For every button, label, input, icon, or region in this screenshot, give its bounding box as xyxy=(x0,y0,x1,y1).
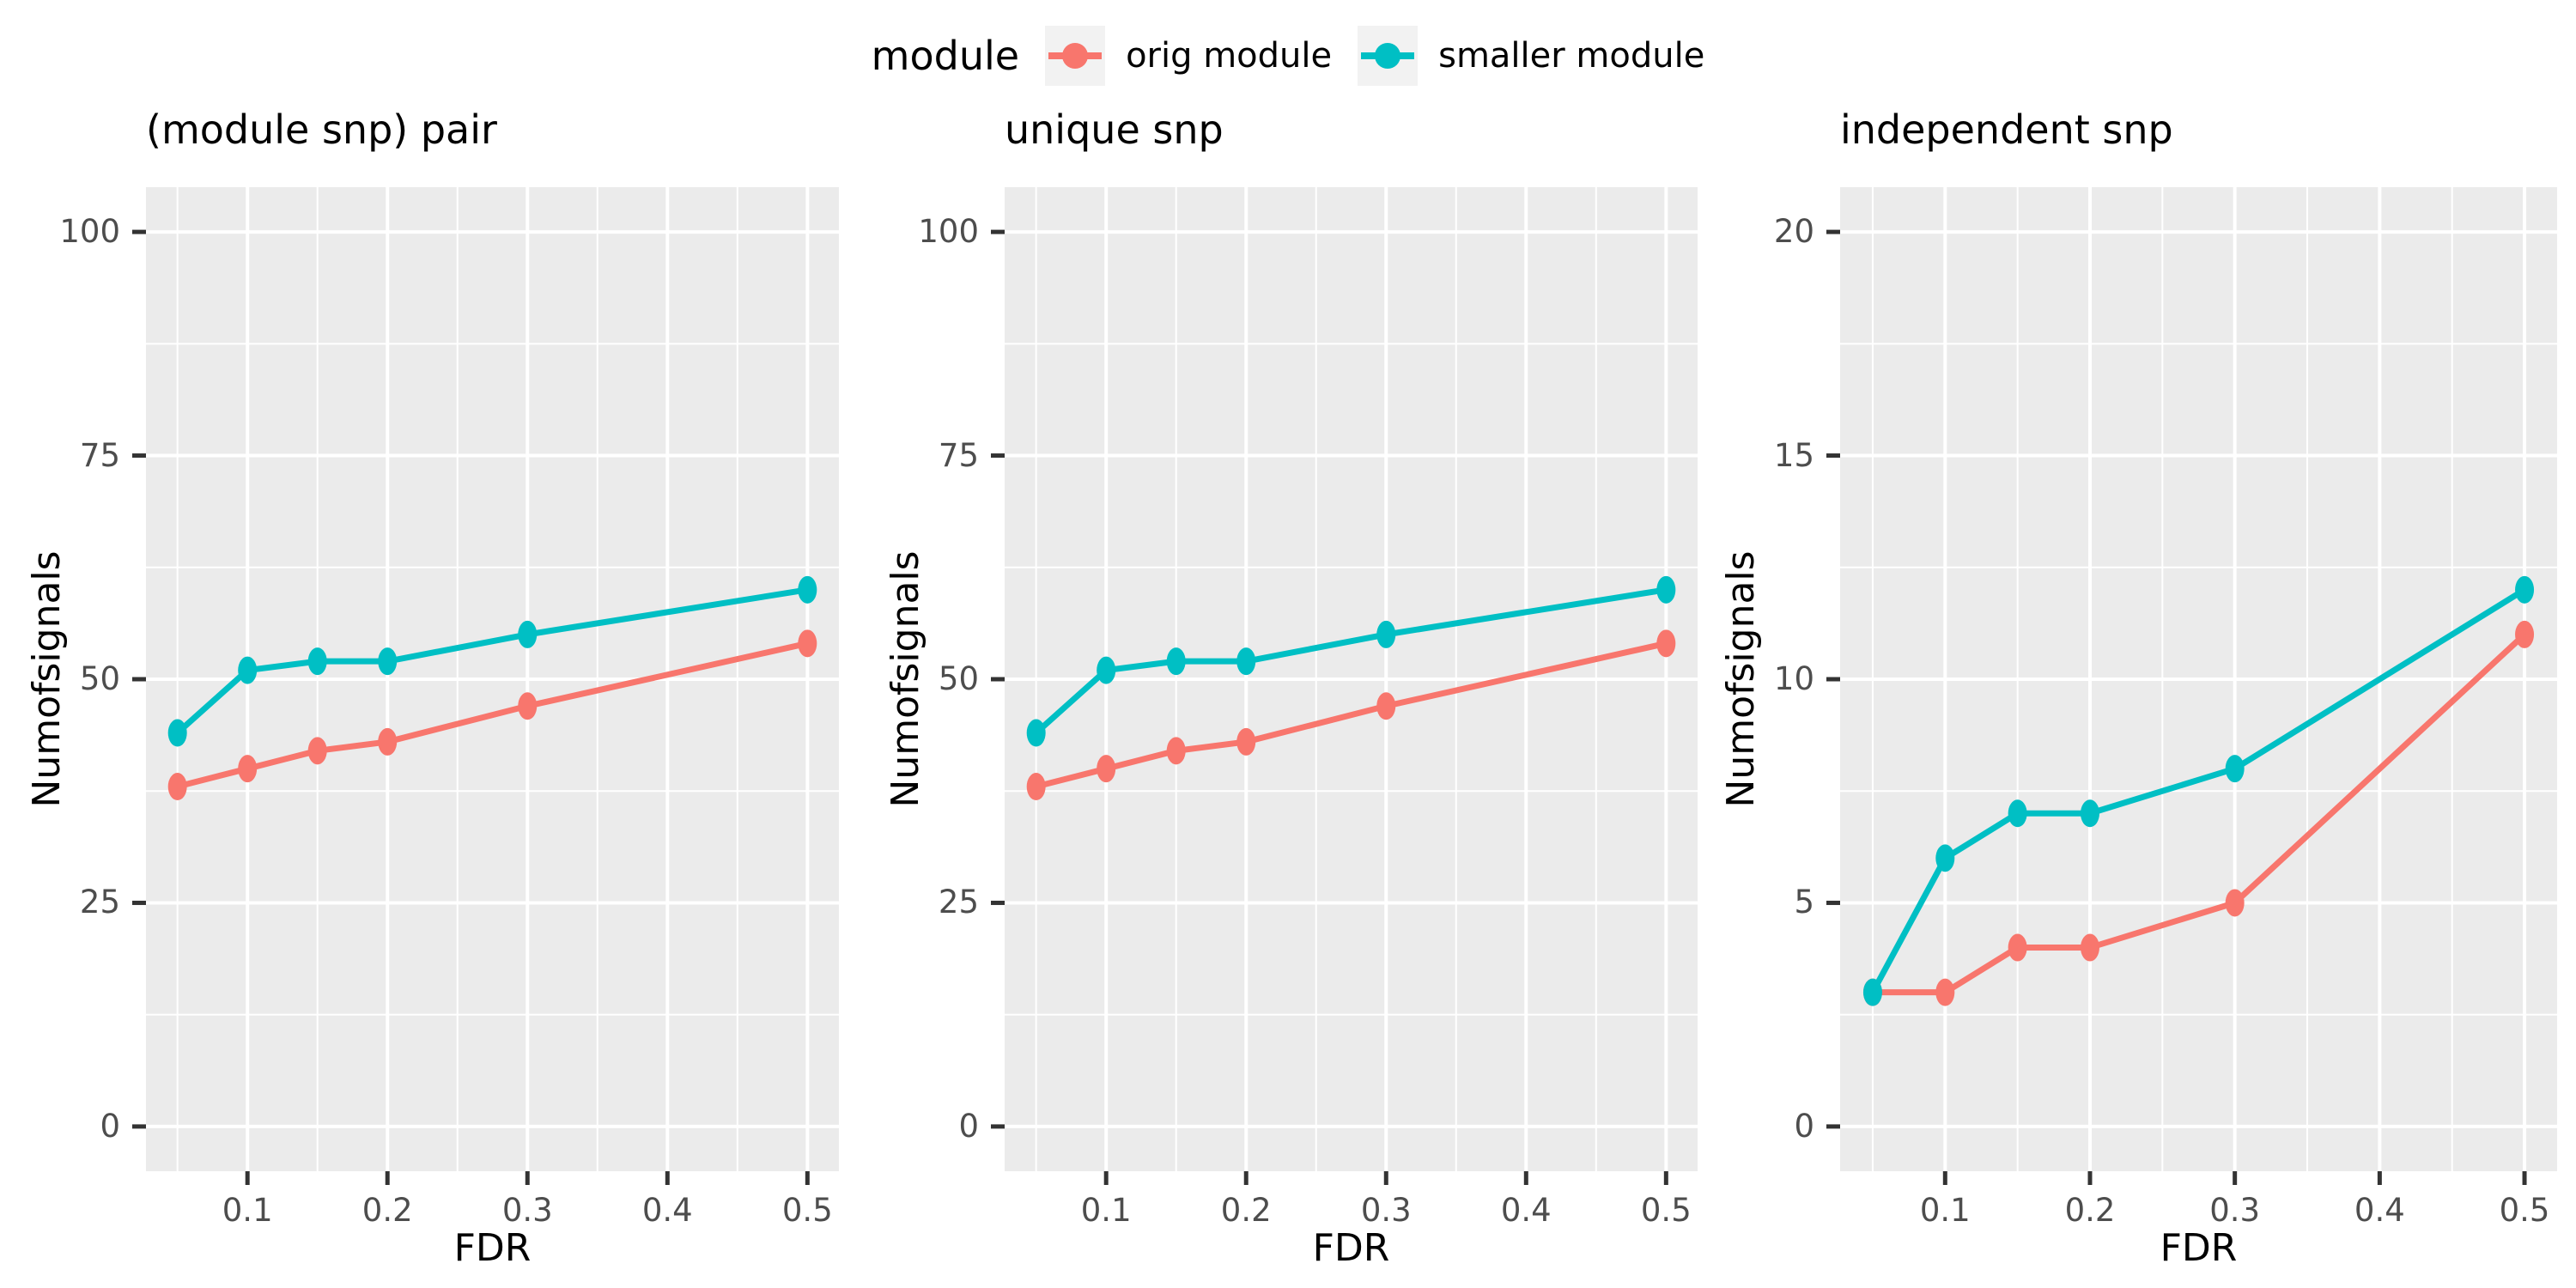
y-tick-label: 50 xyxy=(79,660,120,697)
y-tick-label: 75 xyxy=(79,436,120,474)
panel--module-snp-pair: (module snp) pair Numofsignals 0 25 50 75 100 0… xyxy=(0,0,859,1288)
panel-title: independent snp xyxy=(1840,106,2173,153)
x-tick-label: 0.3 xyxy=(2209,1192,2261,1229)
data-point-orig-module xyxy=(1236,727,1256,756)
legend-item-smaller-module: smaller module xyxy=(1358,26,1704,86)
x-tick-label: 0.4 xyxy=(1500,1192,1552,1229)
data-point-smaller-module xyxy=(2008,799,2027,828)
x-tick-label: 0.1 xyxy=(1080,1192,1132,1229)
data-point-orig-module xyxy=(1376,692,1396,720)
x-axis-title: FDR xyxy=(1312,1226,1390,1270)
data-point-smaller-module xyxy=(2515,575,2535,604)
y-tick-label: 10 xyxy=(1773,660,1814,697)
x-tick-label: 0.2 xyxy=(1220,1192,1272,1229)
data-point-smaller-module xyxy=(1935,844,1955,872)
x-tick-label: 0.4 xyxy=(641,1192,693,1229)
x-tick-label: 0.5 xyxy=(1640,1192,1692,1229)
legend-key-smaller-module xyxy=(1358,26,1419,86)
y-tick-label: 0 xyxy=(1794,1107,1814,1145)
legend: module orig module smaller module xyxy=(0,0,2576,112)
line-point-glyph-icon xyxy=(1358,26,1419,86)
data-point-orig-module xyxy=(238,755,258,783)
data-point-smaller-module xyxy=(1097,656,1116,684)
panel-title: (module snp) pair xyxy=(146,106,497,153)
x-tick-label: 0.2 xyxy=(2064,1192,2116,1229)
data-point-orig-module xyxy=(2225,889,2245,917)
data-point-orig-module xyxy=(307,737,327,765)
series-line-orig-module xyxy=(1035,640,1668,790)
data-point-smaller-module xyxy=(1236,647,1256,676)
y-tick-label: 25 xyxy=(938,884,979,921)
series-line-smaller-module xyxy=(1869,586,2526,994)
x-tick-label: 0.3 xyxy=(501,1192,553,1229)
series-line-smaller-module xyxy=(175,586,808,736)
data-point-orig-module xyxy=(1166,737,1186,765)
panel-title: unique snp xyxy=(1005,106,1224,153)
panel-unique-snp: unique snp Numofsignals 0 25 50 75 100 0.1 0.2 0.… xyxy=(859,0,1717,1288)
data-point-smaller-module xyxy=(1166,647,1186,676)
x-tick-label: 0.4 xyxy=(2354,1192,2405,1229)
legend-label: smaller module xyxy=(1438,36,1705,76)
data-point-smaller-module xyxy=(1656,575,1676,604)
data-point-smaller-module xyxy=(2080,799,2099,828)
panel-independent-snp: independent snp Numofsignals 0 5 10 15 20 0.1 0.… xyxy=(1717,0,2576,1288)
data-point-orig-module xyxy=(1026,773,1046,801)
data-point-orig-module xyxy=(167,773,187,801)
x-tick-label: 0.2 xyxy=(361,1192,413,1229)
data-point-smaller-module xyxy=(1862,978,1882,1006)
y-tick-label: 0 xyxy=(958,1107,979,1145)
data-point-smaller-module xyxy=(1026,719,1046,747)
data-point-orig-module xyxy=(2008,933,2027,962)
data-point-orig-module xyxy=(2080,933,2099,962)
y-tick-label: 0 xyxy=(100,1107,120,1145)
legend-title: module xyxy=(871,33,1020,79)
x-tick-label: 0.1 xyxy=(1919,1192,1971,1229)
data-point-orig-module xyxy=(798,629,817,658)
legend-key-orig-module xyxy=(1045,26,1106,86)
data-point-smaller-module xyxy=(1376,620,1396,648)
data-point-smaller-module xyxy=(378,647,398,676)
x-tick-label: 0.5 xyxy=(2499,1192,2550,1229)
legend-label: orig module xyxy=(1126,36,1333,76)
data-point-orig-module xyxy=(518,692,538,720)
series-line-orig-module xyxy=(176,640,809,790)
data-point-orig-module xyxy=(2515,620,2535,648)
data-point-orig-module xyxy=(378,727,398,756)
y-tick-label: 100 xyxy=(918,213,979,251)
plot-area xyxy=(1826,187,2557,1185)
x-tick-label: 0.5 xyxy=(781,1192,833,1229)
data-point-smaller-module xyxy=(238,656,258,684)
data-point-smaller-module xyxy=(167,719,187,747)
data-point-smaller-module xyxy=(307,647,327,676)
data-point-orig-module xyxy=(1935,978,1955,1006)
data-point-orig-module xyxy=(1097,755,1116,783)
y-tick-label: 50 xyxy=(938,660,979,697)
y-tick-label: 5 xyxy=(1794,884,1814,921)
series-line-orig-module xyxy=(1872,632,2527,996)
data-point-smaller-module xyxy=(798,575,817,604)
y-tick-label: 100 xyxy=(59,213,120,251)
plot-area xyxy=(132,187,839,1185)
legend-item-orig-module: orig module xyxy=(1045,26,1332,86)
data-point-orig-module xyxy=(1656,629,1676,658)
x-axis-title: FDR xyxy=(453,1226,532,1270)
x-tick-label: 0.1 xyxy=(222,1192,273,1229)
y-tick-label: 15 xyxy=(1773,436,1814,474)
data-point-smaller-module xyxy=(2225,755,2245,783)
y-tick-label: 25 xyxy=(79,884,120,921)
y-tick-label: 75 xyxy=(938,436,979,474)
y-tick-label: 20 xyxy=(1773,213,1814,251)
line-point-glyph-icon xyxy=(1045,26,1106,86)
plot-area xyxy=(991,187,1698,1185)
series-line-smaller-module xyxy=(1034,586,1667,736)
x-tick-label: 0.3 xyxy=(1360,1192,1412,1229)
x-axis-title: FDR xyxy=(2160,1226,2238,1270)
data-point-smaller-module xyxy=(518,620,538,648)
